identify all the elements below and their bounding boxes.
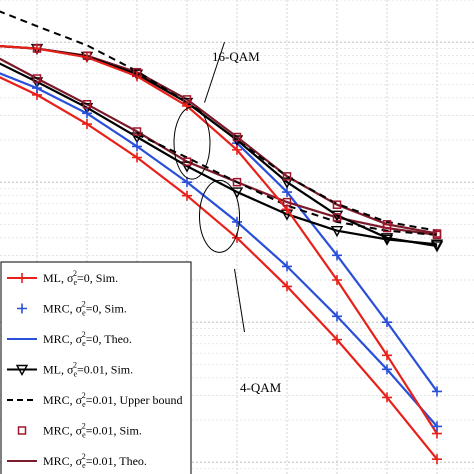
marker-square xyxy=(232,177,242,187)
series-line xyxy=(0,45,438,248)
marker-triangle-down xyxy=(280,177,294,189)
legend-label: ML, σe2=0.01, Sim. xyxy=(43,361,133,379)
series-mrc-e-2-0-01-upper-bound xyxy=(0,10,438,232)
legend-item: MRC, σe2=0.01, Theo. xyxy=(7,452,147,470)
legend-item: MRC, σe2=0, Theo. xyxy=(7,330,132,348)
pointer-4qam xyxy=(234,268,245,333)
marker-square xyxy=(282,172,292,181)
series-line xyxy=(0,62,438,246)
marker-plus xyxy=(232,216,242,227)
legend-label: MRC, σe2=0.01, Theo. xyxy=(43,452,147,470)
marker-square xyxy=(182,157,192,166)
ellipse-4qam xyxy=(199,179,240,253)
series-mrc-e-2-0-theo- xyxy=(0,72,438,428)
marker-triangle-down xyxy=(15,364,29,376)
marker-square xyxy=(82,100,92,109)
marker-square xyxy=(32,74,42,83)
marker-plus xyxy=(17,303,27,314)
marker-plus xyxy=(82,119,92,130)
legend-item: ML, σe2=0.01, Sim. xyxy=(7,361,133,379)
legend-label: MRC, σe2=0, Theo. xyxy=(43,330,132,348)
series-line xyxy=(0,10,438,232)
marker-square xyxy=(182,95,192,104)
label-16qam: 16-QAM xyxy=(212,49,260,64)
series-mrc-e-2-0-01-upper-bound xyxy=(136,133,438,236)
marker-plus xyxy=(382,392,392,403)
marker-plus xyxy=(432,454,442,465)
marker-square xyxy=(432,229,442,238)
marker-triangle-down xyxy=(380,233,394,245)
marker-triangle-down xyxy=(380,234,394,246)
marker-square xyxy=(232,132,242,142)
marker-square xyxy=(332,200,342,209)
marker-plus xyxy=(182,190,192,201)
marker-plus xyxy=(432,386,442,397)
legend: ML, σe2=0, Sim. MRC, σe2=0, Sim. MRC, σe2=… xyxy=(0,261,192,474)
marker-square xyxy=(132,127,142,136)
series-line xyxy=(0,57,438,236)
marker-triangle-down xyxy=(430,241,444,253)
marker-square xyxy=(332,213,342,222)
series-mrc-e-2-0-sim- xyxy=(32,83,442,432)
legend-label: MRC, σe2=0.01, Upper bound xyxy=(43,391,182,409)
legend-label: MRC, σe2=0, Sim. xyxy=(43,300,127,318)
series-mrc-e-2-0-01-sim- xyxy=(32,44,442,238)
marker-plus xyxy=(382,364,392,375)
marker-triangle-down xyxy=(330,225,344,238)
marker-plus xyxy=(332,275,342,285)
marker-plus xyxy=(82,108,92,119)
marker-plus xyxy=(132,141,142,152)
marker-triangle-down xyxy=(330,210,344,222)
marker-plus xyxy=(282,187,292,198)
ellipse-16qam xyxy=(173,106,211,180)
marker-square xyxy=(17,426,27,435)
marker-plus xyxy=(32,83,42,94)
marker-plus xyxy=(282,261,292,272)
legend-item: MRC, σe2=0, Sim. xyxy=(17,300,127,318)
marker-plus xyxy=(182,177,192,188)
marker-square xyxy=(82,51,92,60)
marker-plus xyxy=(282,281,292,292)
series-mrc-e-2-0-01-sim- xyxy=(32,74,442,240)
series-line xyxy=(0,72,438,428)
legend-box xyxy=(0,261,192,474)
marker-plus xyxy=(232,144,242,155)
marker-plus xyxy=(17,273,27,283)
marker-plus xyxy=(332,311,342,322)
marker-plus xyxy=(432,421,442,432)
marker-triangle-down xyxy=(130,132,144,144)
pointer-16qam xyxy=(204,41,225,103)
marker-square xyxy=(32,44,42,53)
marker-plus xyxy=(332,334,342,345)
marker-plus xyxy=(332,250,342,261)
legend-label: MRC, σe2=0.01, Sim. xyxy=(43,422,142,440)
curves-layer xyxy=(0,10,444,465)
label-4qam: 4-QAM xyxy=(240,380,282,395)
series-mrc-e-2-0-01-theo- xyxy=(0,57,438,236)
marker-plus xyxy=(382,317,392,328)
series-line xyxy=(0,76,438,460)
marker-square xyxy=(282,197,292,207)
legend-item: MRC, σe2=0.01, Sim. xyxy=(17,422,142,440)
legend-item: MRC, σe2=0.01, Upper bound xyxy=(7,391,182,409)
legend-item: ML, σe2=0, Sim. xyxy=(7,269,118,287)
marker-triangle-down xyxy=(180,161,194,173)
marker-plus xyxy=(132,152,142,163)
series-line xyxy=(136,133,438,236)
marker-square xyxy=(382,220,392,229)
legend-label: ML, σe2=0, Sim. xyxy=(43,269,118,287)
marker-square xyxy=(132,67,142,77)
annotations-layer: 16-QAM 4-QAM xyxy=(173,41,282,395)
marker-plus xyxy=(382,350,392,361)
series-line xyxy=(0,45,438,435)
